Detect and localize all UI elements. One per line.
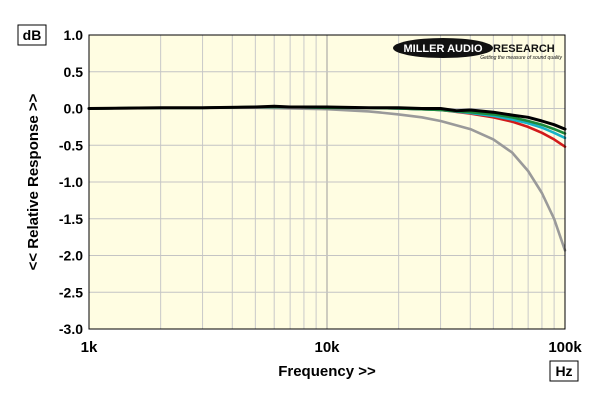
series-lines xyxy=(87,104,567,252)
y-tick-label: -2.5 xyxy=(59,284,83,300)
plot-frame xyxy=(88,34,566,330)
x-tick-label: 10k xyxy=(314,339,340,356)
logo-text-right: RESEARCH xyxy=(493,43,555,55)
x-unit-label: Hz xyxy=(555,363,572,379)
y-unit-box xyxy=(17,24,47,46)
y-tick-labels: 1.0 0.5 0.0 -0.5 -1.0 -1.5 -2.0 -2.5 -3.0 xyxy=(59,27,83,337)
y-tick-label: 1.0 xyxy=(64,27,84,43)
x-tick-labels: 1k 10k 100k xyxy=(81,339,583,356)
x-tick-label: 1k xyxy=(81,339,98,356)
y-unit-label: dB xyxy=(23,27,42,43)
y-axis-title: << Relative Response >> xyxy=(25,93,42,270)
x-unit-box xyxy=(549,360,579,382)
y-tick-label: 0.5 xyxy=(64,64,84,80)
logo-oval xyxy=(393,38,493,58)
logo-text-left: MILLER AUDIO xyxy=(403,43,482,55)
y-tick-label: -2.0 xyxy=(59,248,83,264)
y-tick-label: -1.0 xyxy=(59,174,83,190)
grid-lines xyxy=(89,35,565,329)
y-tick-label: -3.0 xyxy=(59,321,83,337)
series-line-5 xyxy=(87,104,567,131)
x-tick-label: 100k xyxy=(548,339,582,356)
y-tick-label: -1.5 xyxy=(59,211,83,227)
logo-tagline: Getting the measure of sound quality xyxy=(480,55,562,61)
y-tick-label: -0.5 xyxy=(59,137,83,153)
x-axis-title: Frequency >> xyxy=(278,363,376,380)
y-tick-label: 0.0 xyxy=(64,101,84,117)
